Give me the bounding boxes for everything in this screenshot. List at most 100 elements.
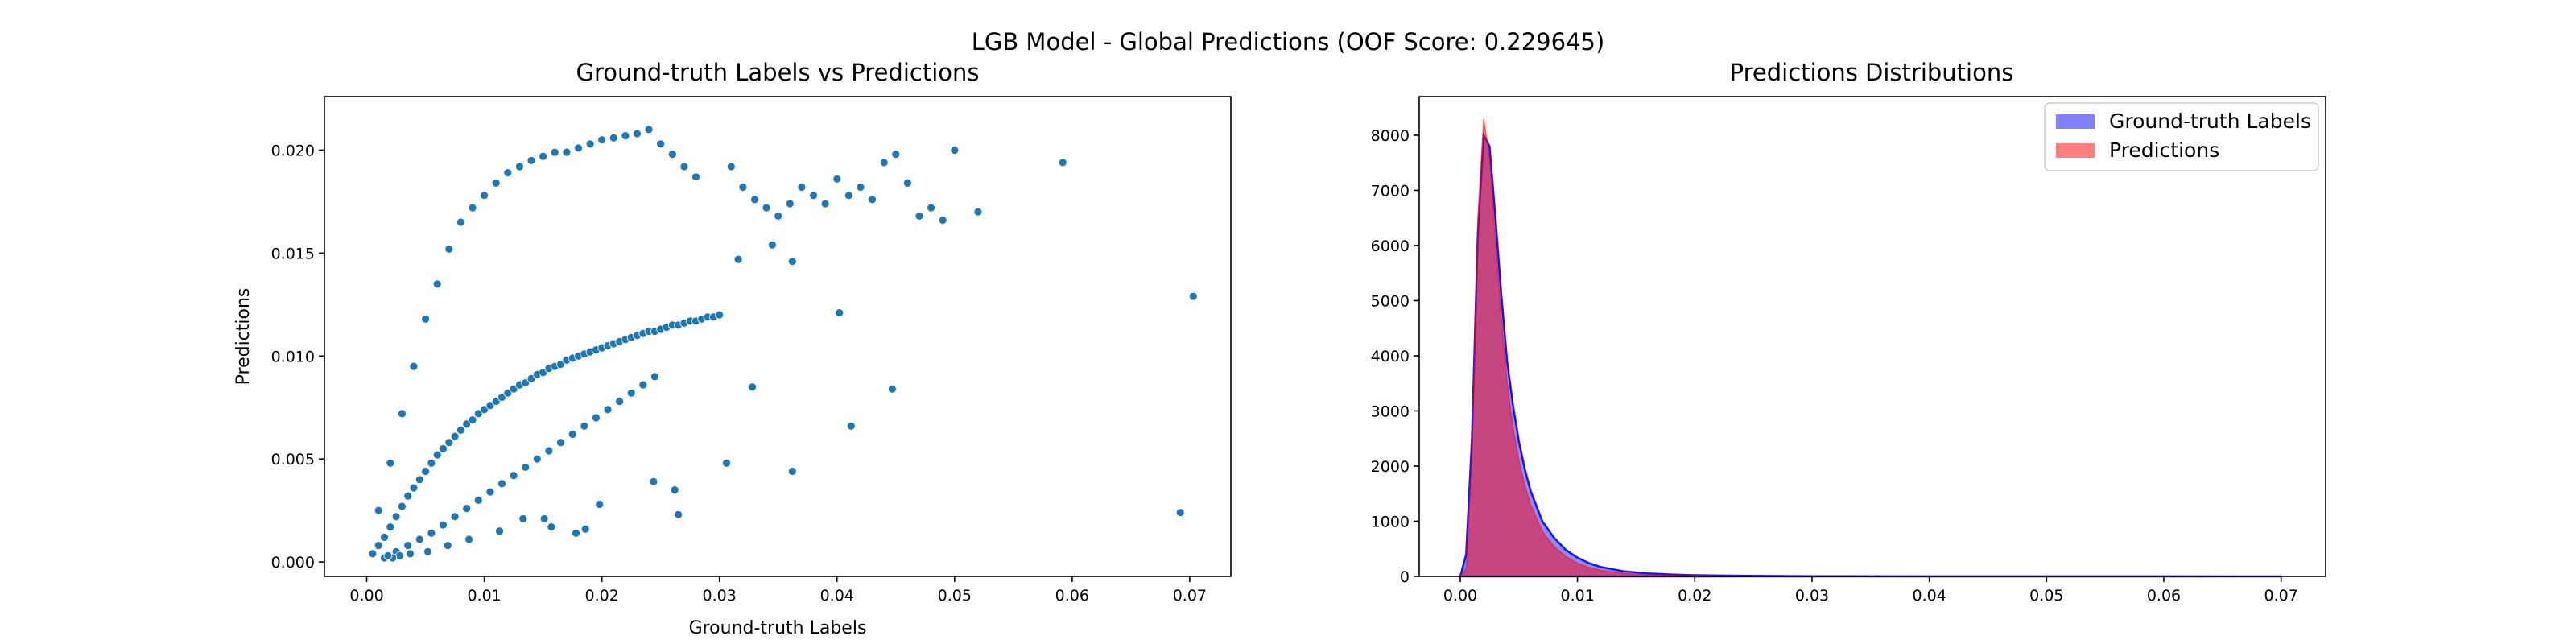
scatter-point	[532, 454, 542, 464]
scatter-point	[572, 528, 580, 538]
scatter-point	[674, 510, 683, 519]
scatter-x-tick-label: 0.02	[585, 587, 619, 605]
scatter-point	[973, 207, 983, 217]
scatter-point	[722, 458, 731, 468]
scatter-point	[386, 522, 395, 531]
scatter-point	[462, 419, 472, 429]
scatter-title: Ground-truth Labels vs Predictions	[576, 59, 979, 86]
scatter-point	[738, 183, 748, 192]
scatter-point	[715, 310, 724, 320]
scatter-point	[439, 444, 448, 453]
scatter-point	[615, 397, 624, 407]
scatter-point	[443, 541, 452, 550]
scatter-x-axis: 0.00 0.01 0.02 0.03 0.04 0.05 0.06 0.07	[349, 576, 1207, 605]
scatter-point	[856, 183, 865, 192]
scatter-point	[503, 168, 513, 178]
scatter-point	[844, 191, 853, 200]
scatter-point	[409, 483, 419, 493]
scatter-point	[768, 240, 777, 250]
scatter-point	[903, 178, 912, 188]
histogram-panel: Predictions Distributions 0.00 0.01 0.02 0.…	[1371, 59, 2326, 605]
scatter-point	[397, 409, 407, 419]
legend-swatch-predictions	[2056, 143, 2095, 158]
scatter-point	[733, 254, 743, 264]
scatter-point	[380, 533, 389, 542]
histogram-legend: Ground-truth Labels Predictions	[2044, 102, 2319, 171]
scatter-point	[374, 506, 383, 515]
scatter-point	[439, 520, 448, 530]
scatter-point	[444, 438, 454, 448]
histogram-y-tick-label: 6000	[1371, 237, 1410, 255]
histogram-title: Predictions Distributions	[1730, 59, 2014, 86]
histogram-x-tick-label: 0.04	[1912, 587, 1946, 605]
scatter-point	[638, 380, 648, 390]
legend-frame	[2044, 102, 2319, 171]
scatter-x-tick-label: 0.03	[703, 587, 737, 605]
scatter-point	[397, 502, 407, 511]
scatter-point	[480, 191, 489, 200]
scatter-point	[550, 147, 559, 157]
scatter-point	[468, 415, 477, 424]
scatter-point	[879, 158, 889, 167]
scatter-point	[667, 150, 677, 159]
histogram-y-tick-label: 8000	[1371, 127, 1410, 145]
scatter-point	[927, 203, 935, 213]
scatter-point	[473, 409, 483, 419]
scatter-point	[456, 426, 465, 435]
scatter-point	[383, 551, 393, 560]
scatter-panel: Ground-truth Labels vs Predictions 0.00 0…	[233, 59, 1232, 638]
scatter-point	[938, 216, 947, 225]
scatter-point	[497, 393, 506, 402]
histogram-x-tick-label: 0.05	[2029, 587, 2063, 605]
scatter-point	[650, 372, 659, 382]
scatter-point	[556, 360, 565, 369]
scatter-point	[518, 514, 528, 523]
scatter-x-tick-label: 0.01	[467, 587, 501, 605]
histogram-y-tick-label: 7000	[1371, 182, 1410, 200]
scatter-point	[679, 162, 689, 171]
scatter-point	[597, 135, 607, 145]
scatter-point	[787, 467, 797, 476]
scatter-point	[406, 549, 415, 559]
scatter-point	[526, 374, 536, 383]
histogram-x-tick-label: 0.01	[1560, 587, 1594, 605]
scatter-point	[556, 438, 565, 448]
scatter-point	[809, 191, 818, 200]
scatter-point	[832, 174, 842, 184]
scatter-point	[595, 500, 605, 509]
scatter-y-tick-label: 0.000	[271, 554, 315, 572]
scatter-point	[750, 195, 759, 204]
scatter-point	[485, 401, 495, 411]
legend-label-predictions: Predictions	[2109, 138, 2219, 162]
scatter-point	[539, 151, 547, 161]
scatter-point	[509, 471, 518, 481]
scatter-x-tick-label: 0.06	[1055, 587, 1089, 605]
histogram-x-tick-label: 0.00	[1443, 587, 1477, 605]
scatter-y-tick-label: 0.010	[271, 348, 315, 365]
scatter-point	[592, 413, 601, 423]
scatter-point	[626, 388, 636, 398]
scatter-point	[1175, 508, 1185, 518]
scatter-point	[368, 549, 378, 559]
scatter-y-axis: 0.000 0.005 0.010 0.015 0.020	[271, 142, 324, 572]
scatter-point	[421, 467, 430, 476]
histogram-x-tick-label: 0.06	[2147, 587, 2181, 605]
scatter-point	[649, 477, 658, 486]
scatter-y-tick-label: 0.005	[271, 451, 315, 469]
scatter-point	[787, 257, 797, 266]
histogram-x-axis: 0.00 0.01 0.02 0.03 0.04 0.05 0.06 0.07	[1443, 576, 2298, 605]
scatter-point	[774, 211, 783, 221]
scatter-point	[391, 512, 401, 522]
scatter-point	[888, 384, 897, 394]
scatter-point	[547, 522, 556, 531]
scatter-point	[621, 131, 630, 141]
scatter-point	[603, 405, 613, 415]
scatter-point	[415, 535, 424, 544]
scatter-point	[409, 361, 419, 371]
scatter-point	[891, 150, 901, 159]
scatter-point	[539, 514, 549, 523]
scatter-point	[503, 388, 513, 398]
scatter-point	[762, 203, 771, 213]
legend-label-ground-truth: Ground-truth Labels	[2109, 109, 2311, 133]
histogram-y-tick-label: 0	[1400, 568, 1410, 586]
